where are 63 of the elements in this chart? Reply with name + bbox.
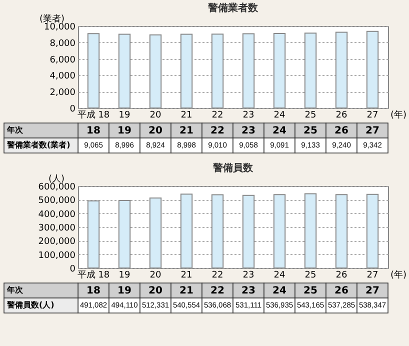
y-tick-label: 6,000 bbox=[50, 55, 76, 66]
y-tick-label: 100,000 bbox=[38, 250, 76, 261]
x-tick-label: 平成 18 bbox=[77, 270, 110, 280]
text: 22 bbox=[210, 286, 224, 296]
text: 21 bbox=[180, 126, 194, 136]
x-tick-label: 23 bbox=[242, 110, 254, 120]
x-tick-label: 22 bbox=[212, 110, 224, 120]
text: 27 bbox=[366, 286, 380, 296]
text: 年次 bbox=[6, 126, 24, 134]
text: 20 bbox=[148, 126, 162, 136]
text: 警備業者数(業者) bbox=[6, 140, 70, 150]
text: 24 bbox=[272, 126, 286, 136]
text: 26 bbox=[334, 286, 348, 296]
x-axis-title: (年) bbox=[390, 270, 407, 280]
chart-title: 警備業者数 bbox=[207, 2, 259, 14]
y-axis-title: (人) bbox=[48, 174, 64, 184]
x-tick-label: 24 bbox=[274, 110, 286, 120]
text: 26 bbox=[334, 126, 348, 136]
x-tick-label: 23 bbox=[242, 270, 254, 280]
text: 警備員数(人) bbox=[6, 300, 54, 310]
y-tick-label: 300,000 bbox=[38, 224, 76, 234]
y-tick-label: 600,000 bbox=[38, 182, 76, 192]
y-tick-label: 500,000 bbox=[38, 196, 76, 206]
x-tick-label: 21 bbox=[180, 110, 192, 120]
text: 18 bbox=[86, 126, 100, 136]
y-tick-label: 8,000 bbox=[50, 38, 76, 49]
text: 23 bbox=[242, 286, 256, 296]
x-tick-label: 20 bbox=[150, 110, 162, 120]
x-tick-label: 27 bbox=[366, 270, 378, 280]
x-tick-label: 25 bbox=[304, 270, 316, 280]
y-tick-label: 0 bbox=[70, 264, 76, 274]
text: 22 bbox=[210, 126, 224, 136]
text: 年次 bbox=[6, 286, 24, 294]
text: 24 bbox=[272, 286, 286, 296]
text: 25 bbox=[304, 126, 318, 136]
x-tick-label: 19 bbox=[118, 110, 130, 120]
text: 18 bbox=[86, 286, 100, 296]
y-tick-label: 200,000 bbox=[38, 237, 76, 248]
x-tick-label: 22 bbox=[212, 270, 224, 280]
text: 27 bbox=[366, 126, 380, 136]
y-tick-label: 2,000 bbox=[50, 88, 76, 98]
x-tick-label: 21 bbox=[180, 270, 192, 280]
x-tick-label: 平成 18 bbox=[77, 110, 110, 120]
text: 23 bbox=[242, 126, 256, 136]
y-tick-label: 4,000 bbox=[50, 72, 76, 82]
text: 21 bbox=[180, 286, 194, 296]
y-tick-label: 400,000 bbox=[38, 210, 76, 220]
text: 19 bbox=[118, 286, 132, 296]
y-tick-label: 0 bbox=[70, 104, 76, 114]
x-axis-title: (年) bbox=[390, 110, 407, 120]
x-tick-label: 25 bbox=[304, 110, 316, 120]
x-tick-label: 19 bbox=[118, 270, 130, 280]
x-tick-label: 27 bbox=[366, 110, 378, 120]
text: 20 bbox=[148, 286, 162, 296]
x-tick-label: 24 bbox=[274, 270, 286, 280]
chart-title: 警備員数 bbox=[212, 162, 254, 174]
x-tick-label: 20 bbox=[150, 270, 162, 280]
text: 25 bbox=[304, 286, 318, 296]
x-tick-label: 26 bbox=[336, 270, 348, 280]
x-tick-label: 26 bbox=[336, 110, 348, 120]
text: 19 bbox=[118, 126, 132, 136]
y-axis-title: (業者) bbox=[39, 14, 64, 24]
y-tick-label: 10,000 bbox=[44, 22, 76, 32]
